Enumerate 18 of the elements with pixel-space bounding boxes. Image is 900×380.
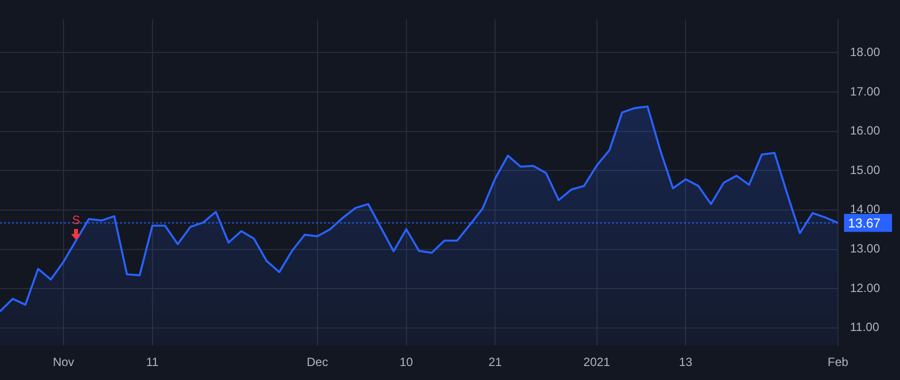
y-tick-label: 13.00: [850, 242, 880, 256]
y-tick-label: 15.00: [850, 162, 880, 177]
x-tick-label: 11: [146, 355, 159, 370]
x-tick-label: 10: [400, 355, 414, 370]
y-tick-label: 14.00: [850, 202, 880, 216]
x-tick-label: 13: [678, 355, 693, 370]
x-tick-label: Nov: [52, 355, 74, 370]
y-tick-label: 11.00: [850, 320, 880, 334]
x-tick-label: Dec: [306, 355, 328, 370]
y-tick-label: 16.00: [850, 124, 880, 138]
x-tick-label: 2021: [583, 355, 610, 370]
x-tick-label: Feb: [828, 355, 849, 370]
y-tick-label: 18.00: [850, 44, 880, 59]
x-tick-label: 21: [488, 355, 502, 370]
annotation: S: [72, 212, 80, 227]
y-tick-label: 17.00: [850, 84, 880, 98]
y-tick-label: 12.00: [850, 280, 880, 295]
ref-line-label: 13.67: [848, 215, 881, 230]
